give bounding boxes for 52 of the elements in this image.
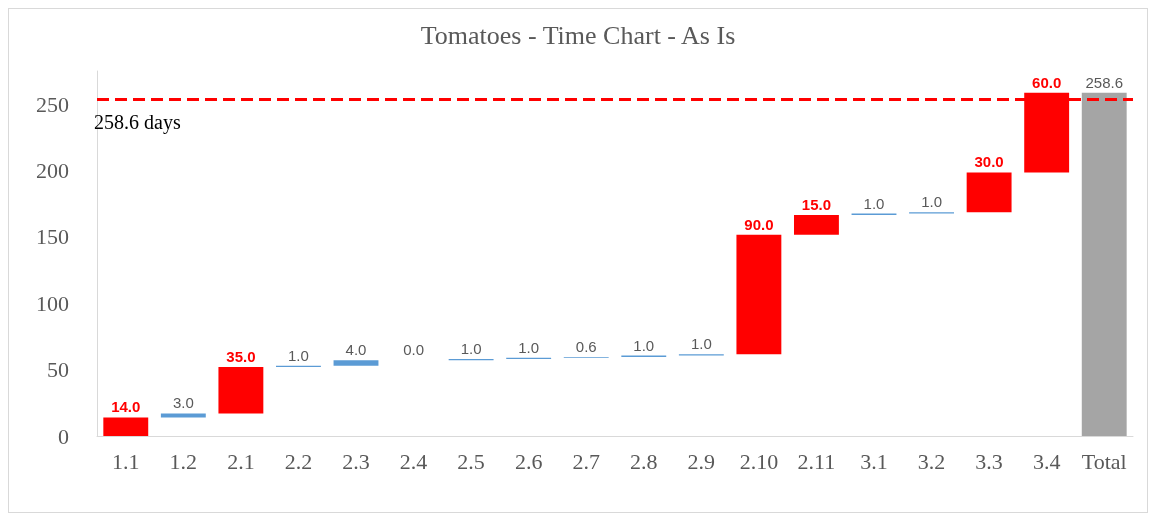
data-label: 1.0	[921, 193, 942, 211]
x-tick-label: 3.3	[975, 448, 1003, 474]
data-label: 1.0	[863, 194, 885, 212]
x-tick-label: 3.2	[917, 448, 946, 474]
bar	[160, 413, 206, 418]
y-tick-label: 250	[36, 91, 69, 117]
x-tick-label: 2.5	[457, 448, 485, 474]
x-tick-label: 1.1	[112, 448, 140, 474]
bar	[966, 172, 1012, 213]
x-tick-label: 3.4	[1032, 448, 1061, 474]
x-tick-label: 1.2	[169, 448, 198, 474]
y-tick-label: 200	[36, 158, 69, 184]
data-label: 1.0	[460, 340, 482, 358]
x-tick-label: 2.6	[514, 448, 543, 474]
x-tick-label: 2.2	[284, 448, 313, 474]
data-label: 3.0	[172, 394, 194, 412]
x-tick-label: 2.7	[572, 448, 600, 474]
data-label: 4.0	[345, 341, 367, 359]
bar	[333, 360, 379, 366]
data-label: 258.6	[1085, 73, 1123, 91]
bar	[736, 234, 782, 355]
data-label: 0.6	[575, 337, 597, 355]
bar	[794, 214, 839, 235]
y-tick-label: 50	[47, 357, 69, 383]
x-tick-label: 2.1	[227, 448, 255, 474]
x-tick-label: 2.10	[739, 448, 779, 474]
x-tick-label: 2.4	[399, 448, 428, 474]
data-label: 15.0	[801, 195, 832, 213]
data-label: 1.0	[518, 338, 540, 356]
ref-line-label: 258.6 days	[94, 110, 181, 134]
x-tick-label: 2.8	[630, 448, 658, 474]
data-label: 1.0	[633, 336, 655, 354]
y-tick-label: 0	[58, 423, 69, 449]
bar	[103, 417, 149, 436]
x-tick-label: Total	[1081, 448, 1127, 474]
data-label: 60.0	[1032, 73, 1062, 91]
x-tick-label: 2.3	[342, 448, 370, 474]
data-label: 14.0	[111, 398, 141, 416]
data-label: 1.0	[690, 335, 712, 353]
x-tick-label: 3.1	[860, 448, 888, 474]
data-label: 30.0	[974, 153, 1004, 171]
x-tick-label: 2.9	[687, 448, 716, 474]
data-label: 35.0	[226, 347, 256, 365]
bar	[218, 366, 264, 414]
data-label: 0.0	[403, 341, 424, 359]
chart-title: Tomatoes - Time Chart - As Is	[420, 20, 736, 50]
bar	[1081, 92, 1127, 436]
x-tick-label: 2.11	[797, 448, 836, 474]
y-tick-label: 100	[36, 290, 69, 316]
data-label: 90.0	[744, 215, 774, 233]
data-label: 1.0	[288, 346, 309, 364]
y-tick-label: 150	[36, 224, 69, 250]
